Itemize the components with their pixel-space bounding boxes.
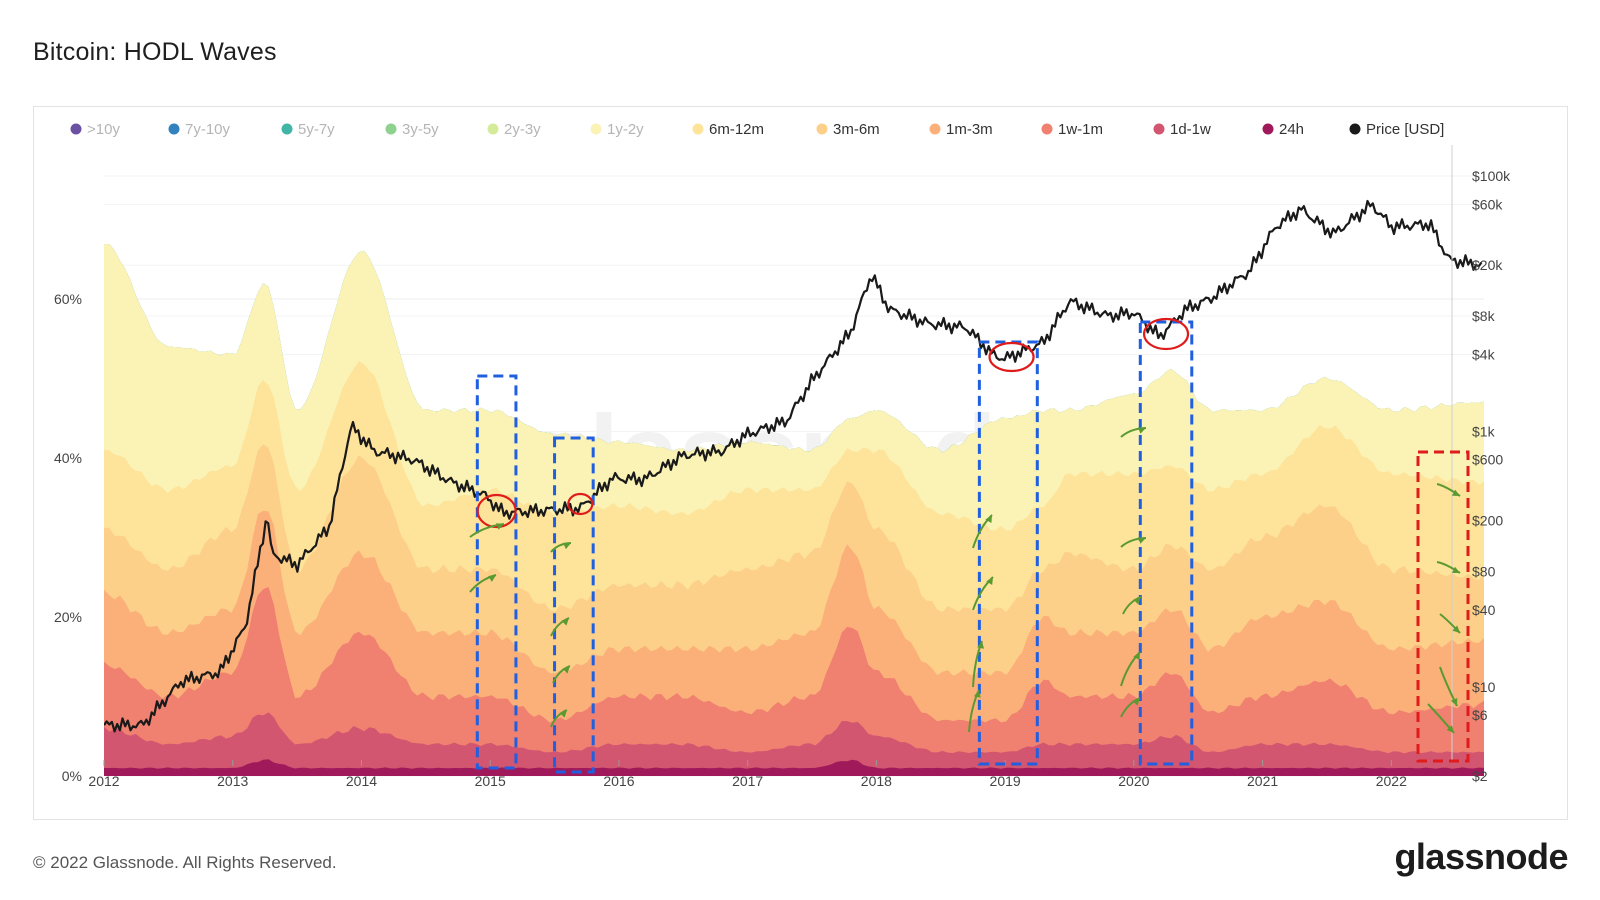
trend-arrow-head: [986, 577, 993, 585]
legend-label: 1w-1m: [1058, 121, 1103, 138]
highlight-box-blue: [475, 374, 518, 770]
trend-arrow-head: [1450, 698, 1458, 706]
y-right-tick-label: $4k: [1472, 346, 1496, 362]
highlight-box-red: [1416, 450, 1470, 763]
annotations: [469, 317, 1470, 774]
y-right-tick-label: $20k: [1472, 257, 1503, 273]
highlight-circle-red: [476, 493, 517, 529]
legend-label: 24h: [1279, 121, 1304, 138]
chart-frame: [33, 106, 1568, 820]
y-axis-left: 0% 20% 40% 60%: [54, 291, 82, 784]
trend-arrow-head: [1132, 698, 1140, 706]
x-tick-label: 2018: [861, 773, 892, 789]
trend-arrow-head: [985, 515, 992, 523]
x-tick-label: 2015: [475, 773, 506, 789]
y-right-tick-label: $1k: [1472, 423, 1496, 439]
trend-arrow-head: [496, 523, 504, 530]
trend-arrow-head: [1138, 537, 1146, 544]
legend-marker: [70, 123, 82, 135]
y-left-tick-label: 40%: [54, 450, 82, 466]
trend-arrow-head: [563, 542, 571, 550]
highlight-circle-red: [1142, 317, 1190, 351]
legend-label: 6m-12m: [709, 121, 764, 138]
x-tick-label: 2014: [346, 773, 377, 789]
legend-marker: [1262, 123, 1274, 135]
y-left-tick-label: 20%: [54, 609, 82, 625]
trend-arrow-head: [977, 641, 984, 649]
y-right-tick-label: $40: [1472, 602, 1496, 618]
copyright-text: © 2022 Glassnode. All Rights Reserved.: [33, 853, 337, 872]
x-tick-label: 2020: [1118, 773, 1149, 789]
y-right-tick-label: $600: [1472, 452, 1503, 468]
area-band-24h: [104, 759, 1484, 776]
legend-label: 1y-2y: [607, 121, 644, 138]
y-right-tick-label: $100k: [1472, 168, 1511, 184]
legend-label: 7y-10y: [185, 121, 231, 138]
x-tick-label: 2017: [732, 773, 763, 789]
legend-marker: [281, 123, 293, 135]
legend-label: Price [USD]: [1366, 121, 1444, 138]
stacked-areas: [104, 244, 1484, 776]
legend-label: 3y-5y: [402, 121, 439, 138]
legend-marker: [1153, 123, 1165, 135]
y-right-tick-label: $200: [1472, 513, 1503, 529]
trend-arrow-head: [488, 575, 496, 582]
y-right-tick-label: $8k: [1472, 308, 1496, 324]
x-tick-label: 2016: [603, 773, 634, 789]
trend-arrow-head: [1452, 566, 1460, 573]
brand-logo-text: glassnode: [1394, 836, 1568, 877]
price-layer: [104, 199, 1483, 733]
trend-arrow-head: [973, 690, 981, 698]
x-axis: 2012 2013 2014 2015 2016 2017 2018 2019 2020 2021…: [88, 760, 1407, 789]
y-left-tick-label: 0%: [62, 768, 82, 784]
legend-label: 2y-3y: [504, 121, 541, 138]
highlight-circle-red: [567, 492, 594, 516]
y-right-tick-label: $80: [1472, 563, 1496, 579]
legend-label: 1d-1w: [1170, 121, 1211, 138]
x-tick-label: 2013: [217, 773, 248, 789]
x-tick-label: 2021: [1247, 773, 1278, 789]
legend-label: >10y: [87, 121, 120, 138]
legend-label: 3m-6m: [833, 121, 880, 138]
legend-marker: [816, 123, 828, 135]
trend-arrow-head: [1452, 489, 1460, 496]
y-right-tick-label: $10: [1472, 679, 1496, 695]
price-line: [104, 199, 1483, 733]
trend-arrow-head: [1133, 652, 1140, 660]
legend-marker: [692, 123, 704, 135]
legend: >10y 7y-10y 5y-7y 3y-5y 2y-3y 1y-2y 6m-12m 3m-6…: [70, 121, 1444, 138]
x-tick-label: 2019: [990, 773, 1021, 789]
trend-arrow-head: [1138, 427, 1146, 434]
legend-label: 5y-7y: [298, 121, 335, 138]
legend-marker: [929, 123, 941, 135]
x-tick-label: 2012: [88, 773, 119, 789]
trend-arrow-head: [562, 666, 570, 674]
legend-marker: [487, 123, 499, 135]
legend-marker: [590, 123, 602, 135]
legend-marker: [1349, 123, 1361, 135]
trend-arrow-head: [1452, 625, 1460, 633]
highlight-box-blue: [553, 436, 595, 774]
y-axis-right: $2 $6 $10 $40 $80 $200 $600 $1k $4k $8k $20k $60k $1…: [1451, 145, 1511, 784]
y-right-tick-label: $6: [1472, 707, 1488, 723]
page-title: Bitcoin: HODL Waves: [33, 38, 277, 66]
trend-arrow-head: [561, 618, 569, 626]
legend-marker: [168, 123, 180, 135]
highlight-box-blue: [1138, 320, 1194, 766]
trend-arrow-head: [559, 710, 567, 718]
x-tick-label: 2022: [1376, 773, 1407, 789]
highlight-circle-red: [988, 341, 1035, 373]
y-right-tick-label: $60k: [1472, 196, 1503, 212]
y-left-tick-label: 60%: [54, 291, 82, 307]
trend-arrow-head: [1133, 597, 1141, 605]
legend-label: 1m-3m: [946, 121, 993, 138]
y-right-tick-label: $2: [1472, 768, 1488, 784]
trend-arrow-head: [1446, 725, 1454, 733]
legend-marker: [385, 123, 397, 135]
legend-marker: [1041, 123, 1053, 135]
